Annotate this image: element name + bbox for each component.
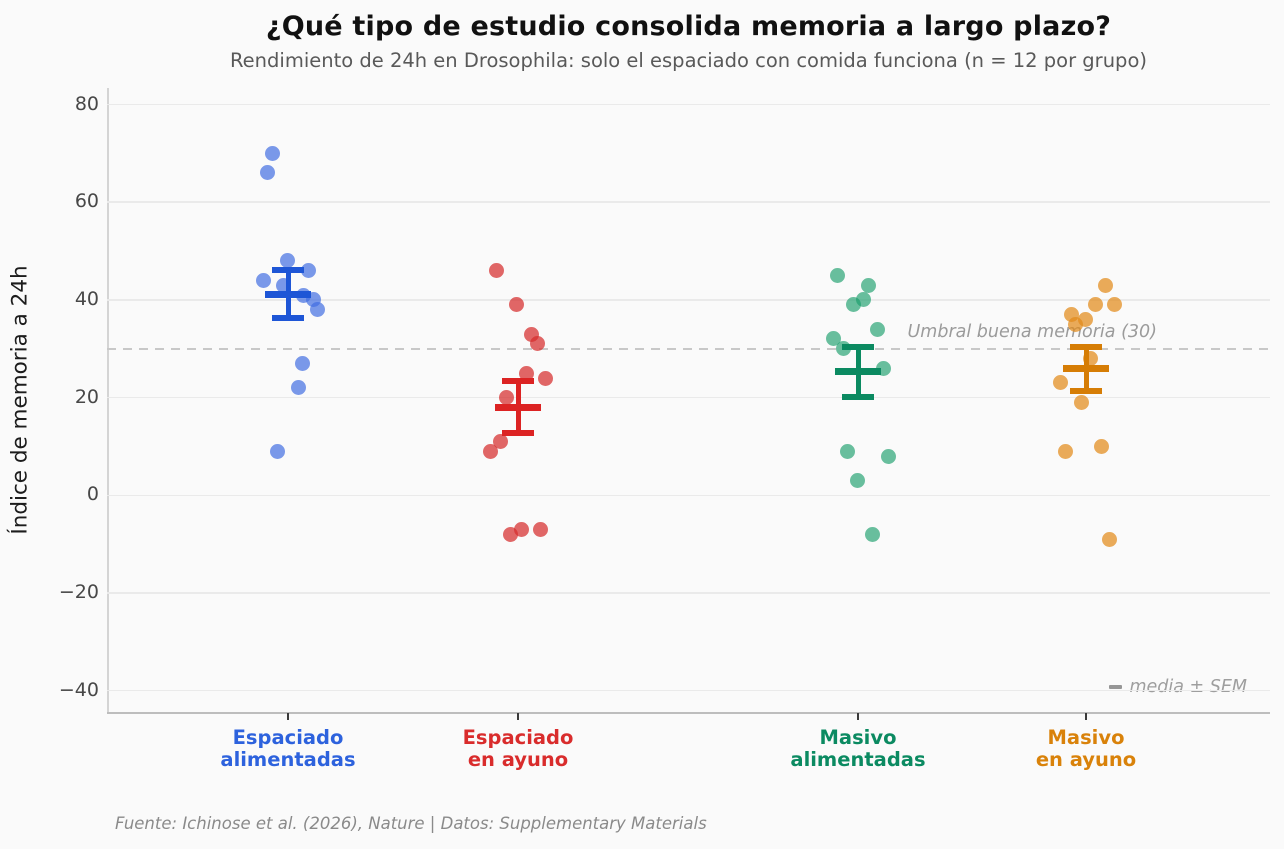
x-group-label-line: en ayuno [467,748,569,771]
data-point-espaciado-alimentadas [290,380,306,396]
legend: media ± SEM [1109,677,1247,697]
y-tick-label--40: −40 [58,678,99,701]
data-point-espaciado-en-ayuno [492,434,508,450]
data-point-espaciado-en-ayuno [488,263,504,279]
data-point-masivo-alimentadas [869,321,885,337]
errorbar-cap-bottom-espaciado-alimentadas [272,314,304,321]
x-group-label-line: Masivo [819,726,897,749]
data-point-espaciado-en-ayuno [532,521,548,537]
plot-area: Umbral buena memoria (30) media ± SEM [107,88,1270,720]
y-tick-label-40: 40 [74,287,99,310]
x-tick-masivo-en-ayuno [1085,713,1087,720]
x-group-label-line: alimentadas [790,748,926,771]
threshold-label: Umbral buena memoria (30) [907,322,1158,342]
mean-bar-masivo-alimentadas [835,368,881,376]
x-group-label-espaciado-alimentadas: Espaciado alimentadas [178,727,398,771]
data-point-masivo-en-ayuno [1087,297,1103,313]
mean-bar-espaciado-alimentadas [265,290,311,298]
y-tick-label-80: 80 [74,92,99,115]
data-point-masivo-alimentadas [845,297,861,313]
x-group-label-line: en ayuno [1035,748,1137,771]
data-point-masivo-en-ayuno [1073,394,1089,410]
data-point-masivo-alimentadas [839,443,855,459]
data-point-espaciado-alimentadas [259,165,275,181]
errorbar-cap-bottom-masivo-alimentadas [842,393,874,400]
x-tick-espaciado-en-ayuno [517,713,519,720]
x-group-label-line: alimentadas [220,748,356,771]
x-group-label-line: Espaciado [232,726,344,749]
mean-bar-espaciado-en-ayuno [495,403,541,411]
data-point-masivo-alimentadas [880,448,896,464]
data-point-espaciado-en-ayuno [537,370,553,386]
x-group-label-line: Espaciado [462,726,574,749]
gridline-y-60 [107,201,1270,203]
data-point-masivo-en-ayuno [1067,316,1083,332]
data-point-masivo-en-ayuno [1093,438,1109,454]
errorbar-cap-top-espaciado-en-ayuno [502,378,534,385]
data-point-masivo-alimentadas [849,473,865,489]
source-caption: Fuente: Ichinose et al. (2026), Nature |… [115,814,707,833]
errorbar-cap-bottom-masivo-en-ayuno [1070,387,1102,394]
x-group-label-masivo-en-ayuno: Masivo en ayuno [976,727,1196,771]
y-tick-label-60: 60 [74,190,99,213]
gridline-y--20 [107,592,1270,594]
x-tick-masivo-alimentadas [857,713,859,720]
x-tick-espaciado-alimentadas [287,713,289,720]
gridline-y-80 [107,103,1270,106]
data-point-espaciado-alimentadas [255,272,271,288]
data-point-espaciado-en-ayuno [518,365,534,381]
data-point-espaciado-alimentadas [264,145,280,161]
data-point-masivo-en-ayuno [1106,297,1122,313]
errorbar-cap-top-masivo-alimentadas [842,343,874,350]
y-tick-label--20: −20 [58,581,99,603]
gridline-y-0 [107,494,1270,497]
data-point-espaciado-en-ayuno [508,297,524,313]
data-point-espaciado-en-ayuno [502,526,518,542]
data-point-espaciado-alimentadas [300,263,316,279]
y-tick-label-0: 0 [86,483,99,506]
data-point-masivo-alimentadas [860,277,876,293]
x-axis-spine [107,711,1270,714]
mean-bar-masivo-en-ayuno [1063,365,1109,373]
gridline-y-20 [107,396,1270,399]
data-point-espaciado-alimentadas [309,302,325,318]
y-axis-spine [107,88,109,713]
data-point-masivo-en-ayuno [1101,531,1117,547]
data-point-masivo-en-ayuno [1052,375,1068,391]
x-group-label-line: Masivo [1047,726,1125,749]
data-point-espaciado-alimentadas [279,253,295,269]
data-point-espaciado-en-ayuno [529,336,545,352]
data-point-masivo-alimentadas [864,526,880,542]
data-point-espaciado-en-ayuno [482,443,498,459]
chart-subtitle: Rendimiento de 24h en Drosophila: solo e… [230,49,1147,72]
data-point-espaciado-alimentadas [294,355,310,371]
data-point-masivo-alimentadas [829,267,845,283]
threshold-line [107,347,1270,350]
data-point-espaciado-en-ayuno [498,390,514,406]
data-point-masivo-en-ayuno [1097,277,1113,293]
legend-label: media ± SEM [1129,677,1247,697]
errorbar-cap-top-masivo-en-ayuno [1070,343,1102,350]
data-point-espaciado-alimentadas [269,443,285,459]
y-tick-label-20: 20 [74,385,99,408]
legend-dash-icon [1109,685,1123,689]
errorbar-cap-bottom-espaciado-en-ayuno [502,430,534,437]
chart-title: ¿Qué tipo de estudio consolida memoria a… [265,11,1112,42]
errorbar-cap-top-espaciado-alimentadas [272,267,304,274]
gridline-y-40 [107,299,1270,301]
x-group-label-espaciado-en-ayuno: Espaciado en ayuno [408,727,628,771]
gridline-y--40 [107,689,1270,692]
x-group-label-masivo-alimentadas: Masivo alimentadas [748,727,968,771]
data-point-masivo-en-ayuno [1057,443,1073,459]
